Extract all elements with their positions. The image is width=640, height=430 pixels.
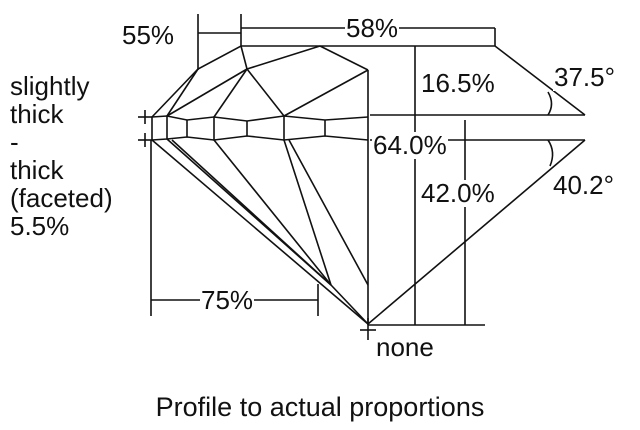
total-depth-label: 64.0% xyxy=(372,130,448,160)
crown-angle-label: 37.5° xyxy=(553,62,617,92)
girdle-line: thick xyxy=(10,155,64,185)
girdle xyxy=(151,115,369,141)
crown-facet-label: 55% xyxy=(122,20,175,50)
culet-label: none xyxy=(376,332,434,362)
pavilion-angle-label: 40.2° xyxy=(553,170,615,200)
caption: Profile to actual proportions xyxy=(155,392,485,422)
girdle-line: - xyxy=(10,127,19,157)
pavilion xyxy=(151,138,586,325)
girdle-line: (faceted) xyxy=(10,183,113,213)
girdle-label: slightly thick - thick (faceted) 5.5% xyxy=(10,70,113,242)
lower-half-label: 75% xyxy=(200,285,255,315)
girdle-line: thick xyxy=(10,99,64,129)
pavilion-depth-label: 42.0% xyxy=(420,178,496,208)
crown-height-label: 16.5% xyxy=(420,68,496,98)
table-label: 58% xyxy=(345,13,400,43)
girdle-line: 5.5% xyxy=(10,211,70,241)
girdle-line: slightly xyxy=(10,71,90,101)
crown xyxy=(151,45,586,325)
